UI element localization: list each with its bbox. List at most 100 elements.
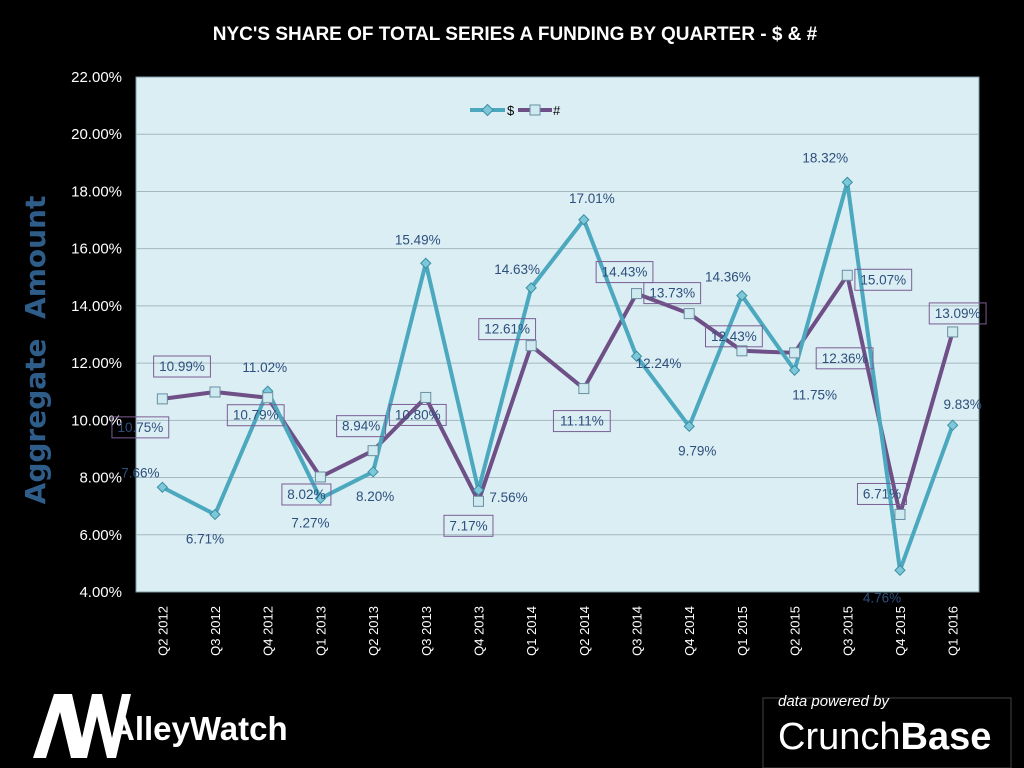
data-label-count: 12.36% xyxy=(822,351,868,366)
y-tick-label: 10.00% xyxy=(71,412,122,429)
point-count xyxy=(525,340,537,352)
data-label-dollar: 18.32% xyxy=(802,150,848,165)
point-count xyxy=(894,508,906,520)
data-label-dollar: 7.66% xyxy=(121,465,159,480)
point-dollar xyxy=(367,466,379,478)
y-axis-label: Aggregate Amount xyxy=(19,196,52,505)
x-tick-label: Q3 2013 xyxy=(419,606,434,656)
x-tick-label: Q3 2012 xyxy=(208,606,223,656)
point-count xyxy=(262,392,274,404)
point-count xyxy=(472,495,484,507)
legend: $ # xyxy=(470,103,561,118)
series-line-count xyxy=(160,273,955,517)
y-tick-label: 4.00% xyxy=(79,584,122,601)
point-count xyxy=(314,471,326,483)
y-tick-label: 20.00% xyxy=(71,126,122,143)
y-tick-label: 22.00% xyxy=(71,69,122,86)
x-tick-label: Q4 2012 xyxy=(261,606,276,656)
data-label-count: 12.61% xyxy=(484,322,530,337)
point-count xyxy=(736,345,748,357)
data-label-dollar: 11.02% xyxy=(242,360,287,375)
point-dollar xyxy=(314,492,327,505)
series-markers xyxy=(156,176,959,576)
aw-mark-icon xyxy=(33,694,131,758)
alleywatch-logo: AlleyWatch xyxy=(33,694,288,758)
data-label-box-count xyxy=(226,404,285,427)
plot-area xyxy=(135,76,980,593)
x-tick-label: Q4 2013 xyxy=(471,606,486,656)
x-tick-label: Q4 2015 xyxy=(893,606,908,656)
x-tick-label: Q2 2013 xyxy=(366,606,381,656)
data-label-box-count xyxy=(336,415,387,438)
point-count xyxy=(209,386,221,398)
data-label-count: 10.75% xyxy=(117,420,163,435)
data-label-dollar: 15.49% xyxy=(395,232,441,247)
x-tick-label: Q2 2015 xyxy=(788,606,803,656)
series-lines xyxy=(160,180,955,573)
crunchbase-branding: data powered by CrunchBase xyxy=(762,693,1012,768)
point-count xyxy=(947,326,959,338)
x-tick-label: Q2 2014 xyxy=(577,606,592,656)
data-label-dollar: 12.24% xyxy=(636,356,682,371)
point-count xyxy=(841,269,853,281)
x-tick-label: Q3 2015 xyxy=(840,606,855,656)
y-tick-label: 8.00% xyxy=(79,470,122,487)
alleywatch-wordmark: AlleyWatch xyxy=(111,710,288,747)
legend-label-count: # xyxy=(553,103,561,118)
data-label-box-count xyxy=(856,482,907,505)
data-label-count: 10.80% xyxy=(395,407,441,422)
data-label-count: 7.17% xyxy=(449,518,487,533)
point-dollar xyxy=(578,214,590,226)
y-tick-label: 12.00% xyxy=(71,355,122,372)
gridlines xyxy=(136,133,979,536)
data-label-dollar: 11.75% xyxy=(792,387,837,402)
point-count xyxy=(789,347,801,359)
point-dollar xyxy=(209,508,221,521)
data-label-box-count xyxy=(815,347,874,370)
data-label-dollar: 14.36% xyxy=(705,270,751,285)
data-label-box-count xyxy=(111,416,170,439)
x-tick-label: Q1 2013 xyxy=(313,606,328,656)
data-label-box-count xyxy=(854,268,913,291)
point-count xyxy=(578,383,590,395)
x-tick-label: Q4 2014 xyxy=(682,606,697,656)
data-label-box-count xyxy=(281,483,332,506)
series-line-dollar xyxy=(160,180,955,573)
y-tick-label: 18.00% xyxy=(71,183,122,200)
data-label-count: 13.09% xyxy=(935,306,981,321)
data-label-count: 8.02% xyxy=(287,487,325,502)
data-label-box-count xyxy=(552,410,611,433)
data-label-dollar: 17.01% xyxy=(569,191,615,206)
y-tick-label: 16.00% xyxy=(71,241,122,258)
data-label-box-count xyxy=(443,514,494,537)
data-label-box-count xyxy=(643,282,702,305)
data-label-count: 14.43% xyxy=(602,265,648,280)
y-tick-label: 6.00% xyxy=(79,527,122,544)
data-label-count: 10.79% xyxy=(233,408,279,423)
legend-marker-dollar xyxy=(481,103,494,117)
x-tick-label: Q1 2015 xyxy=(735,606,750,656)
x-tick-label: Q1 2016 xyxy=(946,606,961,656)
point-count xyxy=(683,308,695,320)
point-dollar xyxy=(525,282,537,294)
data-label-box-count xyxy=(478,318,537,341)
data-label-dollar: 9.83% xyxy=(944,397,982,412)
x-tick-label: Q1 2014 xyxy=(524,606,539,656)
y-tick-label: 14.00% xyxy=(71,298,122,315)
data-label-dollar: 7.27% xyxy=(291,515,329,530)
data-label-count: 12.43% xyxy=(711,329,757,344)
data-label-count: 8.94% xyxy=(342,419,380,434)
data-label-dollar: 14.63% xyxy=(494,262,540,277)
data-label-count: 13.73% xyxy=(649,286,695,301)
data-label-count: 15.07% xyxy=(860,272,906,287)
data-label-count: 10.99% xyxy=(159,359,205,374)
data-label-dollar: 4.76% xyxy=(863,590,901,605)
point-dollar xyxy=(156,481,169,493)
x-tick-label: Q3 2014 xyxy=(630,606,645,656)
crunchbase-wordmark-light: Crunch xyxy=(778,716,901,758)
point-dollar xyxy=(841,176,853,188)
chart-title: NYC'S SHARE OF TOTAL SERIES A FUNDING BY… xyxy=(213,24,818,45)
data-label-count: 11.11% xyxy=(560,414,604,429)
data-label-dollar: 8.20% xyxy=(356,489,394,504)
